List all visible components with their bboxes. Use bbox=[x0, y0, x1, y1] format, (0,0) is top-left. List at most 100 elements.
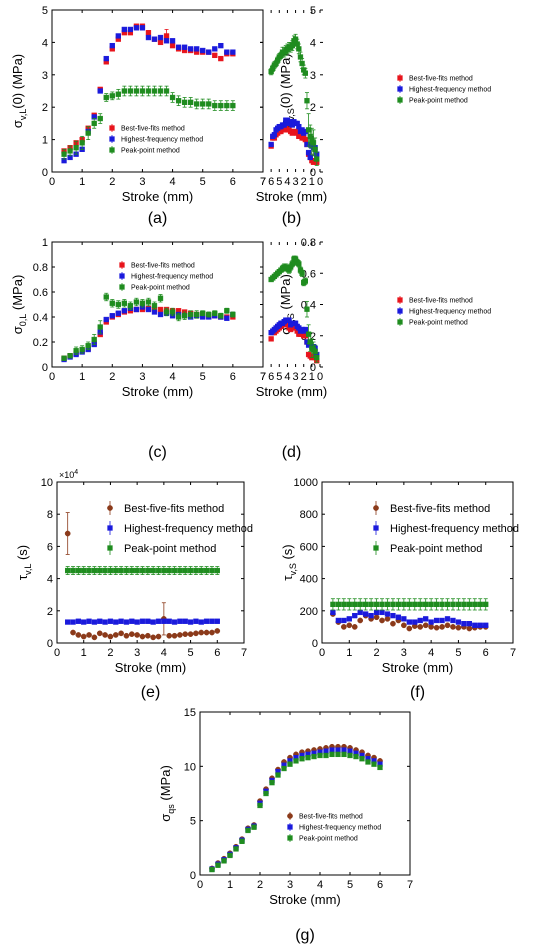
data-point bbox=[61, 151, 67, 157]
legend-marker bbox=[119, 284, 125, 290]
data-point bbox=[145, 567, 151, 574]
y-tick-label: 0 bbox=[310, 362, 316, 374]
data-point bbox=[390, 601, 396, 608]
data-point bbox=[352, 612, 358, 619]
legend-label: Highest-frequency method bbox=[409, 87, 491, 94]
series-best-five-fits-method bbox=[64, 512, 221, 641]
data-point bbox=[177, 567, 183, 574]
x-tick-label: 6 bbox=[268, 371, 274, 383]
legend: Best-five-fits method Highest-frequency m… bbox=[109, 124, 203, 155]
data-point bbox=[214, 567, 220, 574]
y-tick-label: 0 bbox=[310, 167, 316, 179]
data-point bbox=[268, 276, 274, 283]
data-point bbox=[301, 279, 307, 286]
data-point bbox=[139, 25, 146, 31]
data-point bbox=[444, 601, 451, 608]
data-point bbox=[214, 628, 221, 634]
data-point bbox=[466, 625, 473, 632]
data-point bbox=[65, 567, 71, 574]
data-point bbox=[70, 619, 76, 625]
x-axis-title: Stroke (mm) bbox=[122, 189, 194, 204]
panel-label-d: (d) bbox=[282, 444, 302, 461]
data-point bbox=[477, 601, 483, 608]
y-tick-label: 3 bbox=[42, 70, 48, 82]
chart-panel-a: 0 1 2 3 4 5 6 7 0 1 2 3 4 5 Stroke (mm) σv,L(0) (MPa) (a… bbox=[10, 5, 266, 227]
data-point bbox=[85, 343, 91, 349]
data-point bbox=[312, 146, 318, 152]
x-tick-label: 0 bbox=[319, 647, 325, 659]
series-highest-frequency-method bbox=[65, 618, 220, 625]
data-point bbox=[157, 39, 164, 46]
data-point bbox=[450, 601, 456, 608]
data-point bbox=[182, 567, 188, 574]
data-point bbox=[81, 619, 87, 625]
data-point bbox=[133, 25, 140, 31]
data-point bbox=[194, 311, 200, 318]
data-point bbox=[65, 619, 71, 625]
panel-label-c: (c) bbox=[148, 444, 167, 461]
data-point bbox=[79, 140, 85, 146]
data-point bbox=[109, 313, 115, 319]
data-point bbox=[406, 619, 412, 625]
chart-panel-e: 0 1 2 3 4 5 6 7 0 2 4 6 8 10 ×104 Stroke (mm) τv,L (s) (e… bbox=[15, 469, 253, 701]
data-point bbox=[163, 309, 170, 315]
legend-marker bbox=[373, 545, 379, 551]
data-point bbox=[155, 567, 162, 574]
x-tick-label: 5 bbox=[347, 879, 353, 891]
x-tick-label: 6 bbox=[214, 647, 220, 659]
data-point bbox=[340, 624, 347, 630]
data-point bbox=[230, 102, 236, 109]
data-point bbox=[133, 306, 140, 313]
y-tick-label: 200 bbox=[300, 606, 318, 618]
x-tick-label: 0 bbox=[317, 176, 323, 188]
x-tick-label: 0 bbox=[54, 647, 60, 659]
data-point bbox=[428, 619, 434, 625]
data-point bbox=[175, 98, 182, 104]
data-point bbox=[423, 616, 429, 622]
y-tick-label: 0.6 bbox=[33, 287, 48, 299]
data-point bbox=[373, 601, 380, 608]
data-point bbox=[102, 567, 108, 574]
x-tick-label: 1 bbox=[81, 647, 87, 659]
data-point bbox=[206, 311, 212, 318]
y-axis-title: τv,L (s) bbox=[15, 545, 33, 580]
data-point bbox=[359, 756, 365, 762]
data-point bbox=[144, 632, 151, 639]
x-tick-label: 3 bbox=[139, 371, 145, 383]
data-point bbox=[171, 619, 178, 625]
data-point bbox=[151, 88, 158, 94]
data-point bbox=[97, 324, 103, 330]
data-point bbox=[214, 618, 220, 624]
data-point bbox=[472, 601, 478, 608]
data-point bbox=[224, 315, 230, 321]
data-point bbox=[81, 567, 87, 574]
x-axis-title: Stroke (mm) bbox=[256, 384, 328, 399]
x-tick-label: 1 bbox=[346, 647, 352, 659]
data-point bbox=[177, 632, 183, 638]
x-tick-label: 7 bbox=[407, 879, 413, 891]
y-tick-label: 0.8 bbox=[33, 262, 48, 274]
data-point bbox=[97, 567, 103, 574]
data-point bbox=[203, 618, 210, 624]
legend-label: Highest-frequency method bbox=[121, 137, 203, 144]
x-tick-label: 2 bbox=[374, 647, 380, 659]
x-tick-label: 4 bbox=[428, 647, 434, 659]
data-point bbox=[97, 88, 103, 94]
x-tick-label: 7 bbox=[260, 371, 266, 383]
data-point bbox=[297, 128, 304, 135]
series-peak-point-method bbox=[61, 292, 236, 361]
legend-marker bbox=[107, 545, 113, 551]
x-tick-label: 1 bbox=[309, 176, 315, 188]
data-point bbox=[357, 601, 363, 608]
data-point bbox=[188, 99, 194, 105]
data-point bbox=[390, 612, 396, 619]
data-point bbox=[181, 44, 188, 50]
legend: Best-five-fits method Highest-frequency m… bbox=[119, 261, 213, 292]
data-point bbox=[351, 624, 358, 630]
data-point bbox=[379, 609, 385, 616]
x-tick-label: 2 bbox=[257, 879, 263, 891]
legend-label: Best-five-fits method bbox=[121, 126, 185, 133]
data-point bbox=[203, 629, 210, 636]
data-point bbox=[187, 567, 194, 574]
data-point bbox=[218, 102, 224, 109]
